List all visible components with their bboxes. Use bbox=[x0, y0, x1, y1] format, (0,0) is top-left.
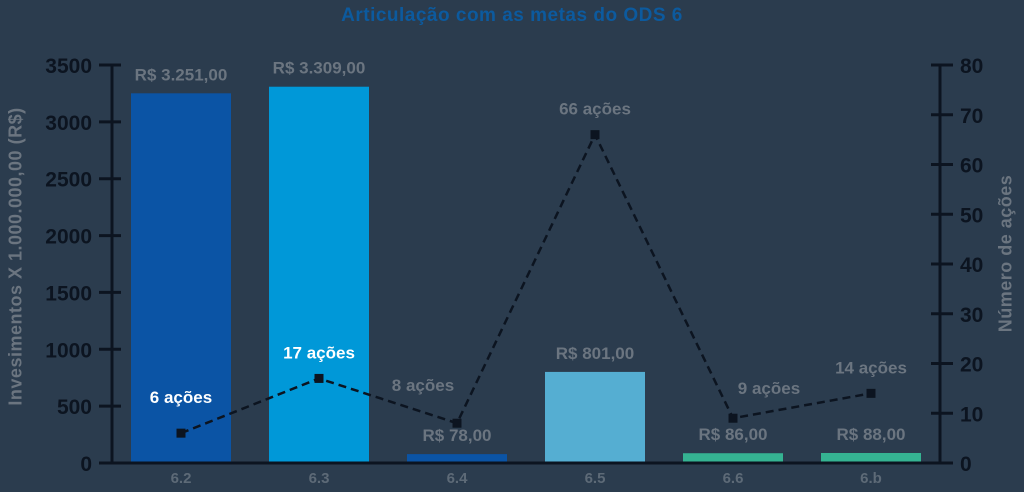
y-right-tick-label: 50 bbox=[960, 204, 983, 227]
y-right-tick-label: 80 bbox=[960, 55, 983, 78]
line-marker bbox=[866, 388, 876, 398]
y-right-tick-label: 60 bbox=[960, 155, 983, 178]
actions-line bbox=[180, 131, 872, 435]
line-value-label: 17 ações bbox=[283, 343, 355, 362]
line-value-label: 8 ações bbox=[392, 376, 454, 395]
bar-6.5 bbox=[545, 371, 645, 463]
line-value-label: 6 ações bbox=[150, 388, 212, 407]
bar-value-label: R$ 88,00 bbox=[837, 425, 906, 444]
y-left-tick-label: 1000 bbox=[45, 339, 92, 362]
x-tick-label: 6.5 bbox=[585, 470, 606, 487]
line-marker bbox=[452, 418, 462, 428]
y-right-tick-label: 30 bbox=[960, 304, 983, 327]
y-left-tick-label: 1500 bbox=[45, 282, 92, 305]
y-right-tick-label: 20 bbox=[960, 354, 983, 377]
y-right-tick-label: 40 bbox=[960, 254, 983, 277]
x-tick-label: 6.4 bbox=[447, 470, 469, 487]
bar-value-label: R$ 86,00 bbox=[699, 425, 768, 444]
x-tick-label: 6.b bbox=[860, 470, 882, 487]
y-right-tick-label: 70 bbox=[960, 105, 983, 128]
y-left-tick-label: 3500 bbox=[45, 55, 92, 78]
x-tick-label: 6.2 bbox=[171, 470, 192, 487]
bar-6.3 bbox=[269, 86, 369, 464]
y-left-tick-label: 2000 bbox=[45, 226, 92, 249]
y-right-tick-label: 10 bbox=[960, 403, 983, 426]
line-marker bbox=[590, 130, 600, 140]
bar-6.6 bbox=[683, 453, 783, 463]
y-right-tick-label: 0 bbox=[960, 453, 972, 476]
y-left-tick-label: 500 bbox=[57, 396, 92, 419]
bar-value-label: R$ 801,00 bbox=[556, 344, 634, 363]
bar-6.b bbox=[821, 452, 921, 463]
y-left-tick-label: 3000 bbox=[45, 112, 92, 135]
line-value-label: 9 ações bbox=[738, 379, 800, 398]
bar-6.4 bbox=[407, 454, 507, 463]
x-tick-label: 6.3 bbox=[309, 470, 330, 487]
x-tick-label: 6.6 bbox=[723, 470, 744, 487]
line-marker bbox=[176, 428, 186, 438]
line-marker bbox=[728, 413, 738, 423]
bar-6.2 bbox=[131, 93, 231, 464]
y-left-tick-label: 0 bbox=[80, 453, 92, 476]
chart-title: Articulação com as metas do ODS 6 bbox=[341, 5, 683, 26]
bar-value-label: R$ 78,00 bbox=[423, 426, 492, 445]
bar-value-label: R$ 3.309,00 bbox=[273, 59, 366, 78]
line-marker bbox=[314, 373, 324, 383]
line-value-label: 14 ações bbox=[835, 358, 907, 377]
bar-value-label: R$ 3.251,00 bbox=[135, 65, 228, 84]
y-left-tick-label: 2500 bbox=[45, 169, 92, 192]
line-value-label: 66 ações bbox=[559, 100, 631, 119]
